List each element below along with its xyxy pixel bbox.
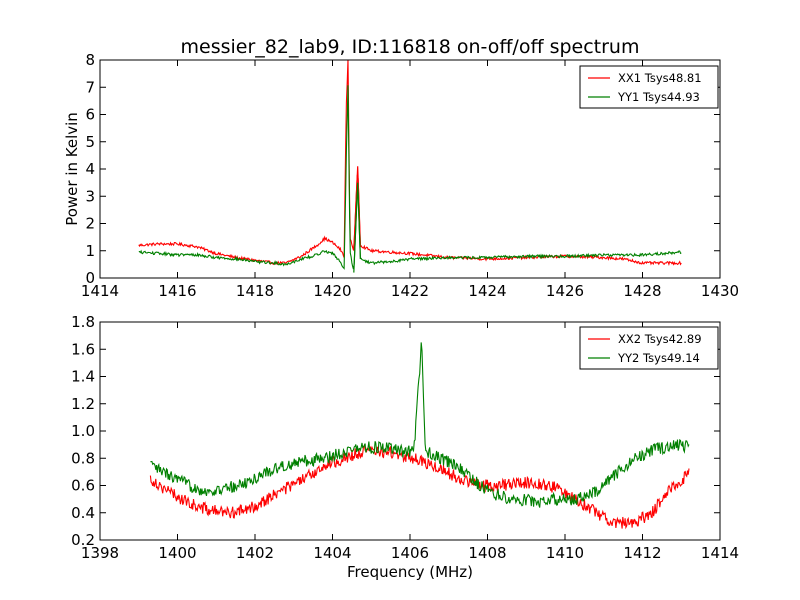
x-tick-label-1-5: 1408 [468,544,506,562]
x-tick-label-1-0: 1398 [81,544,119,562]
y-tick-label-0-2: 2 [85,215,95,233]
x-tick-label-1-1: 1400 [158,544,196,562]
x-tick-label-0-1: 1416 [158,282,196,300]
y-tick-label-1-7: 1.6 [71,340,95,358]
y-tick-label-0-8: 8 [85,51,95,69]
x-tick-label-1-7: 1412 [623,544,661,562]
y-tick-label-0-1: 1 [85,242,95,260]
x-tick-label-0-7: 1428 [623,282,661,300]
chart-title: messier_82_lab9, ID:116818 on-off/off sp… [181,36,640,58]
y-tick-label-0-7: 7 [85,78,95,96]
x-tick-label-0-3: 1420 [313,282,351,300]
y-tick-label-1-5: 1.2 [71,395,95,413]
x-tick-label-0-5: 1424 [468,282,506,300]
y-tick-label-1-6: 1.4 [71,368,95,386]
x-tick-label-0-8: 1430 [701,282,739,300]
legend-box-0 [579,65,719,109]
x-tick-label-1-8: 1414 [701,544,739,562]
x-tick-label-1-3: 1404 [313,544,351,562]
x-tick-label-1-2: 1402 [236,544,274,562]
y-tick-label-0-4: 4 [85,160,95,178]
legend-label-1-1: YY2 Tsys49.14 [617,351,700,365]
legend-label-0-0: XX1 Tsys48.81 [618,71,702,85]
x-tick-label-1-4: 1406 [391,544,429,562]
y-tick-label-0-5: 5 [85,133,95,151]
legend-label-0-1: YY1 Tsys44.93 [617,90,700,104]
y-tick-label-1-4: 1.0 [71,422,95,440]
legend-box-1 [579,326,719,370]
y-tick-label-1-3: 0.8 [71,449,95,467]
series-line-1-1 [150,342,690,508]
series-line-0-1 [138,85,682,270]
y-tick-label-1-2: 0.6 [71,477,95,495]
x-tick-label-0-4: 1422 [391,282,429,300]
x-tick-label-1-6: 1410 [546,544,584,562]
bottom-spectrum-panel: 1398 1400 1402 1404 1406 1408 1410 1412 1414 0.2 0… [71,313,739,562]
y-tick-label-1-1: 0.4 [71,504,95,522]
y-tick-label-0-3: 3 [85,187,95,205]
top-y-axis-label: Power in Kelvin [63,112,81,226]
x-tick-label-0-2: 1418 [236,282,274,300]
x-tick-label-0-6: 1426 [546,282,584,300]
top-spectrum-panel: 1414 1416 1418 1420 1422 1424 1426 1428 1430 0 1 2 3… [81,51,739,300]
y-tick-label-0-0: 0 [85,269,95,287]
y-tick-label-1-0: 0.2 [71,531,95,549]
legend-label-1-0: XX2 Tsys42.89 [618,332,702,346]
x-tick-label-0-0: 1414 [81,282,119,300]
y-tick-label-0-6: 6 [85,106,95,124]
series-line-0-0 [138,60,682,266]
y-tick-label-1-8: 1.8 [71,313,95,331]
series-line-1-0 [149,443,690,530]
bottom-x-axis-label: Frequency (MHz) [347,563,473,581]
series-peak-0-1-19 [353,182,361,273]
